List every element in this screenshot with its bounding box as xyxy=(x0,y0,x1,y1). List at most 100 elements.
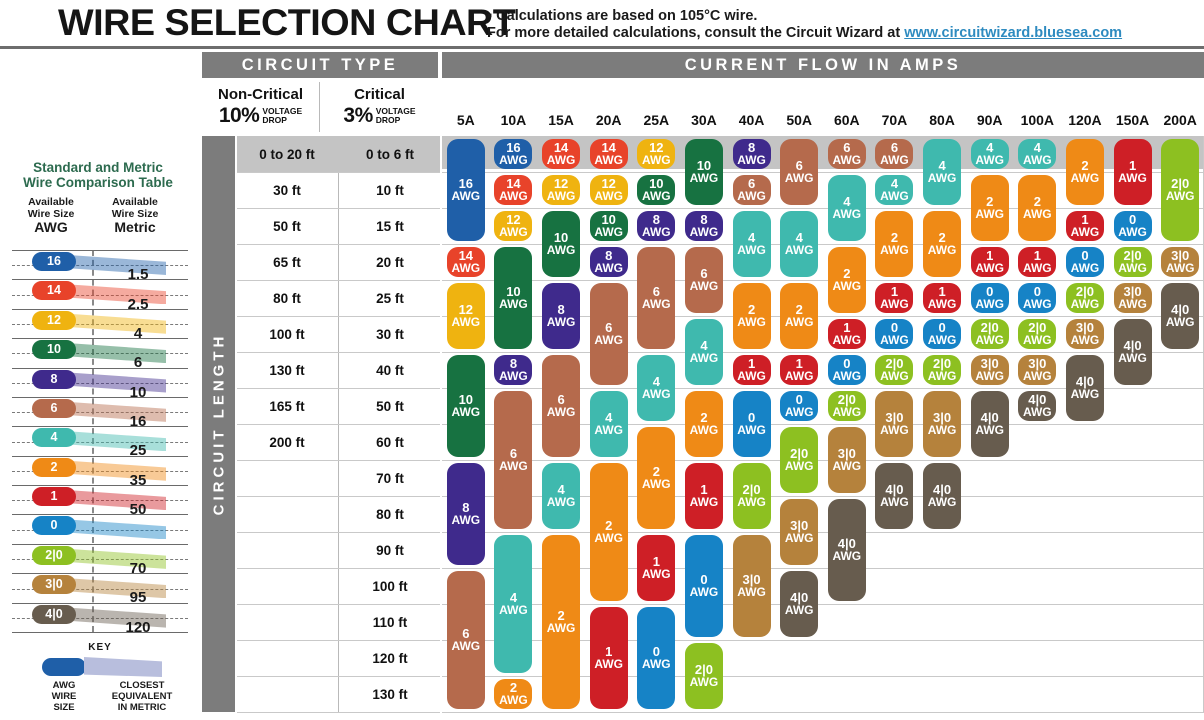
awg-bar[interactable]: 16 AWG xyxy=(494,139,533,169)
awg-bar[interactable]: 4 AWG xyxy=(542,463,581,529)
awg-bar[interactable]: 12 AWG xyxy=(637,139,676,169)
awg-bar[interactable]: 10 AWG xyxy=(494,247,533,349)
awg-bar[interactable]: 2 AWG xyxy=(494,679,533,709)
awg-bar[interactable]: 6 AWG xyxy=(684,247,723,313)
awg-bar[interactable]: 3|0 AWG xyxy=(732,535,771,637)
awg-bar[interactable]: 10 AWG xyxy=(542,211,581,277)
awg-bar[interactable]: 4 AWG xyxy=(780,211,819,277)
awg-bar[interactable]: 14 AWG xyxy=(494,175,533,205)
awg-bar[interactable]: 2 AWG xyxy=(1018,175,1057,241)
awg-bar[interactable]: 6 AWG xyxy=(542,355,581,457)
awg-bar[interactable]: 8 AWG xyxy=(494,355,533,385)
awg-bar[interactable]: 0 AWG xyxy=(1018,283,1057,313)
awg-bar[interactable]: 4|0 AWG xyxy=(827,499,866,601)
awg-bar[interactable]: 2|0 AWG xyxy=(1113,247,1152,277)
awg-bar[interactable]: 4 AWG xyxy=(684,319,723,385)
awg-bar[interactable]: 2|0 AWG xyxy=(1065,283,1104,313)
awg-bar[interactable]: 3|0 AWG xyxy=(875,391,914,457)
awg-bar[interactable]: 3|0 AWG xyxy=(923,391,962,457)
awg-bar[interactable]: 1 AWG xyxy=(1018,247,1057,277)
awg-bar[interactable]: 2 AWG xyxy=(732,283,771,349)
awg-bar[interactable]: 1 AWG xyxy=(1065,211,1104,241)
awg-bar[interactable]: 1 AWG xyxy=(1113,139,1152,205)
awg-bar[interactable]: 4|0 AWG xyxy=(1065,355,1104,421)
awg-bar[interactable]: 0 AWG xyxy=(732,391,771,457)
awg-bar[interactable]: 4|0 AWG xyxy=(1018,391,1057,421)
awg-bar[interactable]: 3|0 AWG xyxy=(1113,283,1152,313)
awg-bar[interactable]: 0 AWG xyxy=(970,283,1009,313)
awg-bar[interactable]: 14 AWG xyxy=(542,139,581,169)
awg-bar[interactable]: 3|0 AWG xyxy=(1018,355,1057,385)
awg-bar[interactable]: 4|0 AWG xyxy=(1161,283,1200,349)
awg-bar[interactable]: 14 AWG xyxy=(589,139,628,169)
awg-bar[interactable]: 6 AWG xyxy=(827,139,866,169)
awg-bar[interactable]: 0 AWG xyxy=(684,535,723,637)
awg-bar[interactable]: 1 AWG xyxy=(780,355,819,385)
awg-bar[interactable]: 4 AWG xyxy=(732,211,771,277)
awg-bar[interactable]: 2 AWG xyxy=(589,463,628,601)
awg-bar[interactable]: 10 AWG xyxy=(589,211,628,241)
awg-bar[interactable]: 8 AWG xyxy=(589,247,628,277)
awg-bar[interactable]: 6 AWG xyxy=(780,139,819,205)
awg-bar[interactable]: 0 AWG xyxy=(923,319,962,349)
awg-bar[interactable]: 0 AWG xyxy=(875,319,914,349)
awg-bar[interactable]: 10 AWG xyxy=(637,175,676,205)
awg-bar[interactable]: 16 AWG xyxy=(446,139,485,241)
awg-bar[interactable]: 2 AWG xyxy=(542,535,581,709)
awg-bar[interactable]: 3|0 AWG xyxy=(780,499,819,565)
awg-bar[interactable]: 4 AWG xyxy=(970,139,1009,169)
circuit-wizard-link[interactable]: www.circuitwizard.bluesea.com xyxy=(904,25,1123,41)
awg-bar[interactable]: 8 AWG xyxy=(446,463,485,565)
awg-bar[interactable]: 4|0 AWG xyxy=(970,391,1009,457)
awg-bar[interactable]: 6 AWG xyxy=(732,175,771,205)
awg-bar[interactable]: 8 AWG xyxy=(732,139,771,169)
awg-bar[interactable]: 4|0 AWG xyxy=(923,463,962,529)
awg-bar[interactable]: 1 AWG xyxy=(589,607,628,709)
awg-bar[interactable]: 12 AWG xyxy=(494,211,533,241)
awg-bar[interactable]: 12 AWG xyxy=(542,175,581,205)
awg-bar[interactable]: 0 AWG xyxy=(637,607,676,709)
awg-bar[interactable]: 1 AWG xyxy=(875,283,914,313)
awg-bar[interactable]: 2 AWG xyxy=(637,427,676,529)
awg-bar[interactable]: 4 AWG xyxy=(827,175,866,241)
awg-bar[interactable]: 2 AWG xyxy=(827,247,866,313)
awg-bar[interactable]: 6 AWG xyxy=(589,283,628,385)
awg-bar[interactable]: 6 AWG xyxy=(494,391,533,529)
awg-bar[interactable]: 4|0 AWG xyxy=(1113,319,1152,385)
awg-bar[interactable]: 0 AWG xyxy=(780,391,819,421)
awg-bar[interactable]: 2|0 AWG xyxy=(780,427,819,493)
awg-bar[interactable]: 10 AWG xyxy=(446,355,485,457)
awg-bar[interactable]: 4 AWG xyxy=(875,175,914,205)
awg-bar[interactable]: 2|0 AWG xyxy=(827,391,866,421)
awg-bar[interactable]: 2 AWG xyxy=(970,175,1009,241)
awg-bar[interactable]: 1 AWG xyxy=(684,463,723,529)
awg-bar[interactable]: 4|0 AWG xyxy=(780,571,819,637)
awg-bar[interactable]: 0 AWG xyxy=(1065,247,1104,277)
awg-bar[interactable]: 2|0 AWG xyxy=(970,319,1009,349)
awg-bar[interactable]: 2|0 AWG xyxy=(732,463,771,529)
awg-bar[interactable]: 2|0 AWG xyxy=(684,643,723,709)
awg-bar[interactable]: 2 AWG xyxy=(1065,139,1104,205)
awg-bar[interactable]: 3|0 AWG xyxy=(1161,247,1200,277)
awg-bar[interactable]: 12 AWG xyxy=(589,175,628,205)
awg-bar[interactable]: 2|0 AWG xyxy=(923,355,962,385)
awg-bar[interactable]: 4 AWG xyxy=(494,535,533,673)
awg-bar[interactable]: 6 AWG xyxy=(446,571,485,709)
awg-bar[interactable]: 1 AWG xyxy=(970,247,1009,277)
awg-bar[interactable]: 1 AWG xyxy=(637,535,676,601)
awg-bar[interactable]: 6 AWG xyxy=(637,247,676,349)
awg-bar[interactable]: 10 AWG xyxy=(684,139,723,205)
awg-bar[interactable]: 2 AWG xyxy=(875,211,914,277)
awg-bar[interactable]: 14 AWG xyxy=(446,247,485,277)
awg-bar[interactable]: 8 AWG xyxy=(637,211,676,241)
awg-bar[interactable]: 4|0 AWG xyxy=(875,463,914,529)
awg-bar[interactable]: 2 AWG xyxy=(684,391,723,457)
awg-bar[interactable]: 8 AWG xyxy=(542,283,581,349)
awg-bar[interactable]: 3|0 AWG xyxy=(970,355,1009,385)
awg-bar[interactable]: 4 AWG xyxy=(589,391,628,457)
awg-bar[interactable]: 2 AWG xyxy=(780,283,819,349)
awg-bar[interactable]: 2 AWG xyxy=(923,211,962,277)
awg-bar[interactable]: 4 AWG xyxy=(923,139,962,205)
awg-bar[interactable]: 0 AWG xyxy=(1113,211,1152,241)
awg-bar[interactable]: 12 AWG xyxy=(446,283,485,349)
